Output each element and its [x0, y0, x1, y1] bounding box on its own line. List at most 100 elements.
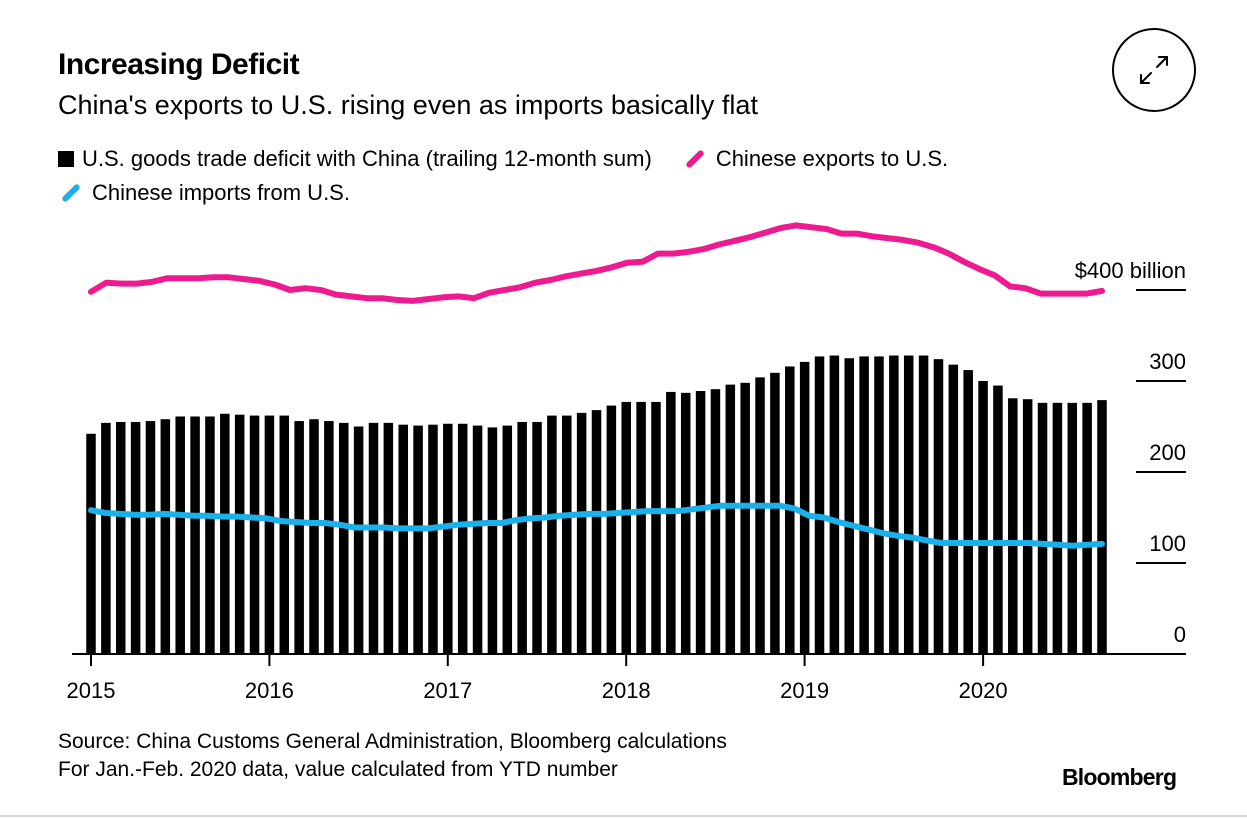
deficit-bar	[220, 413, 230, 654]
deficit-bar	[428, 424, 438, 654]
deficit-bar	[666, 391, 676, 654]
deficit-bar	[443, 423, 453, 654]
bloomberg-logo: Bloomberg	[1062, 764, 1177, 790]
deficit-bar	[606, 405, 617, 654]
deficit-bar	[115, 421, 126, 654]
deficit-bar	[889, 355, 899, 654]
legend-label-deficit: U.S. goods trade deficit with China (tra…	[82, 146, 652, 171]
deficit-bar	[978, 381, 988, 654]
deficit-bar	[368, 422, 379, 654]
deficit-bar	[145, 421, 156, 654]
deficit-bar	[1037, 402, 1048, 654]
imports-line	[88, 502, 1105, 549]
deficit-bar	[517, 421, 527, 654]
deficit-bar	[175, 416, 185, 654]
deficit-bar	[621, 401, 631, 654]
deficit-bar	[636, 401, 646, 654]
deficit-bar	[130, 421, 141, 654]
deficit-bar	[472, 425, 483, 654]
deficit-bar	[205, 416, 215, 654]
deficit-bar	[755, 377, 765, 654]
deficit-bar	[740, 382, 750, 654]
deficit-bar	[160, 419, 171, 654]
deficit-bar	[264, 415, 275, 654]
legend-label-exports: Chinese exports to U.S.	[715, 146, 949, 171]
legend-label-imports: Chinese imports from U.S.	[92, 180, 350, 205]
y-axis: 0 100 200 300 $400 billion	[1075, 258, 1186, 647]
deficit-bar	[1067, 402, 1078, 654]
deficit-bar	[1082, 402, 1092, 654]
x-axis: 2015 2016 2017 2018 2019 2020	[67, 653, 1186, 703]
expand-arrows-icon	[1140, 56, 1168, 84]
deficit-bar	[532, 421, 542, 654]
deficit-bar	[353, 426, 364, 654]
deficit-bar	[101, 422, 111, 654]
expand-button[interactable]	[1112, 28, 1196, 112]
deficit-bar	[844, 358, 855, 654]
deficit-bar	[903, 355, 914, 654]
deficit-bar	[190, 416, 200, 654]
deficit-bar	[770, 372, 780, 654]
deficit-bars	[86, 355, 1107, 654]
deficit-bar	[963, 370, 973, 654]
y-tick-label: 300	[1149, 349, 1186, 374]
deficit-bar	[591, 410, 602, 654]
deficit-bar	[680, 392, 691, 654]
deficit-bar	[933, 359, 944, 654]
deficit-bar	[413, 425, 423, 654]
source-note: Source: China Customs General Administra…	[58, 728, 727, 784]
deficit-bar	[294, 421, 304, 654]
deficit-bar	[86, 433, 96, 654]
x-tick-label: 2016	[245, 678, 294, 703]
legend-row-1: U.S. goods trade deficit with China (tra…	[58, 146, 948, 172]
deficit-bar	[651, 401, 661, 654]
deficit-bar	[829, 355, 840, 654]
deficit-bar	[1022, 399, 1033, 654]
deficit-bar	[576, 412, 587, 654]
deficit-bar	[249, 415, 260, 654]
deficit-bar	[948, 364, 959, 654]
deficit-bar	[993, 385, 1003, 654]
y-tick-label: 100	[1149, 531, 1186, 556]
deficit-bar	[309, 419, 319, 654]
deficit-bar	[279, 415, 290, 654]
deficit-bar	[562, 415, 572, 654]
deficit-bar	[1008, 398, 1018, 654]
deficit-bar	[502, 425, 513, 654]
exports-line	[88, 222, 1105, 304]
x-tick-label: 2017	[423, 678, 472, 703]
deficit-bar	[874, 356, 884, 654]
deficit-bar	[383, 422, 394, 654]
deficit-bar	[338, 422, 349, 654]
deficit-bar	[799, 361, 810, 654]
deficit-bar	[487, 427, 498, 654]
deficit-bar	[457, 423, 468, 654]
chart-subtitle: China's exports to U.S. rising even as i…	[58, 90, 758, 120]
x-tick-label: 2018	[602, 678, 651, 703]
deficit-bar	[398, 424, 408, 654]
y-tick-label: $400 billion	[1075, 258, 1186, 283]
y-tick-label: 0	[1174, 622, 1186, 647]
legend-swatch-deficit	[58, 151, 74, 167]
series-lines	[88, 222, 1105, 549]
y-tick-label: 200	[1149, 440, 1186, 465]
source-text: Source: China Customs General Administra…	[58, 730, 727, 753]
deficit-bar	[234, 414, 245, 654]
deficit-bar	[725, 384, 736, 654]
deficit-bar	[695, 391, 706, 654]
x-tick-label: 2020	[959, 678, 1008, 703]
deficit-bar	[547, 415, 557, 654]
deficit-bar	[1052, 402, 1063, 654]
deficit-bar	[710, 389, 721, 654]
chart-title: Increasing Deficit	[58, 48, 300, 81]
x-tick-label: 2015	[67, 678, 116, 703]
bottom-divider	[0, 815, 1247, 817]
deficit-bar	[918, 355, 929, 654]
deficit-bar	[814, 356, 825, 654]
deficit-bar	[324, 421, 334, 654]
legend-row-2: Chinese imports from U.S.	[58, 180, 350, 206]
deficit-bar	[859, 356, 869, 654]
x-tick-label: 2019	[780, 678, 829, 703]
data-note-text: For Jan.-Feb. 2020 data, value calculate…	[58, 758, 618, 781]
